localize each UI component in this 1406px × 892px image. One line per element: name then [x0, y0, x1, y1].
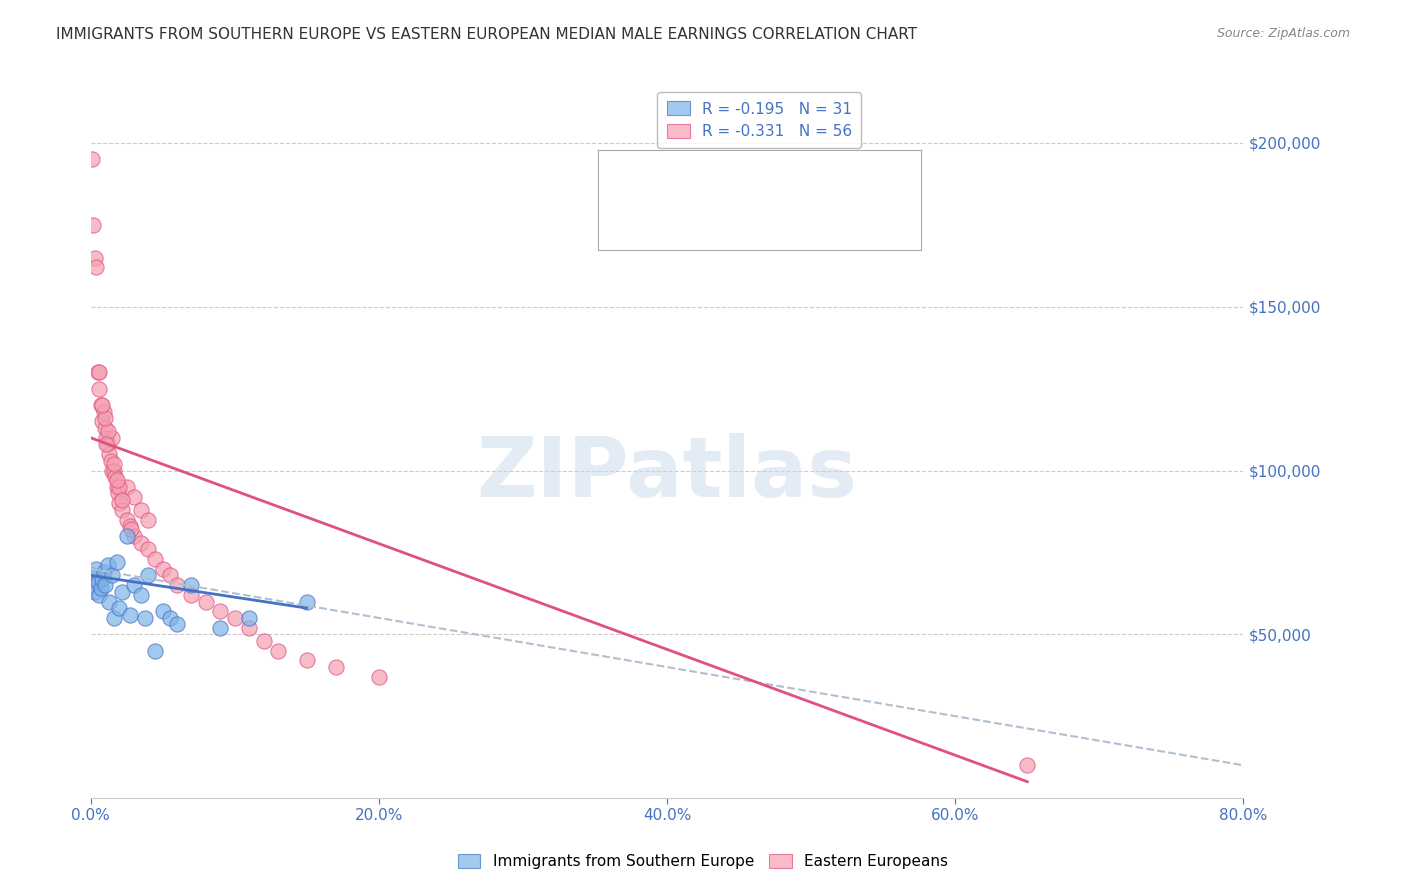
Point: [97, 437, 120, 451]
Point: [103, 463, 125, 477]
Point: [111, 493, 134, 508]
Point: [98, 447, 121, 461]
Point: [93, 565, 115, 579]
Point: [84, 584, 107, 599]
Point: [104, 470, 127, 484]
Point: [145, 552, 167, 566]
Point: [111, 503, 134, 517]
Point: [105, 555, 128, 569]
Point: [224, 611, 246, 625]
Point: [129, 535, 152, 549]
Legend: R = -0.195   N = 31, R = -0.331   N = 56: R = -0.195 N = 31, R = -0.331 N = 56: [658, 92, 860, 148]
Point: [136, 568, 159, 582]
Point: [108, 496, 131, 510]
Point: [87, 365, 110, 379]
Point: [80, 568, 103, 582]
Point: [194, 594, 217, 608]
Point: [107, 486, 129, 500]
Point: [118, 519, 141, 533]
Text: ZIPatlas: ZIPatlas: [477, 434, 858, 515]
Point: [97, 424, 120, 438]
Point: [209, 621, 232, 635]
Point: [93, 404, 115, 418]
Point: [89, 588, 111, 602]
Point: [238, 621, 260, 635]
Point: [80, 153, 103, 167]
Point: [111, 584, 134, 599]
Point: [103, 457, 125, 471]
Point: [91, 398, 114, 412]
Point: [84, 251, 107, 265]
Point: [94, 411, 117, 425]
Point: [118, 607, 141, 622]
Point: [1017, 758, 1039, 772]
Point: [166, 578, 188, 592]
Point: [129, 503, 152, 517]
Point: [136, 542, 159, 557]
Point: [166, 617, 188, 632]
Point: [295, 653, 318, 667]
Point: [96, 437, 118, 451]
Point: [209, 604, 232, 618]
Point: [152, 604, 174, 618]
Point: [96, 431, 118, 445]
Point: [91, 414, 114, 428]
Point: [267, 643, 290, 657]
Point: [90, 582, 112, 596]
Point: [108, 480, 131, 494]
Point: [90, 398, 112, 412]
Point: [159, 568, 181, 582]
Point: [89, 365, 111, 379]
Point: [325, 660, 347, 674]
Point: [136, 513, 159, 527]
Point: [122, 529, 145, 543]
Point: [152, 562, 174, 576]
Point: [94, 578, 117, 592]
Point: [101, 431, 124, 445]
Point: [101, 568, 124, 582]
Point: [108, 601, 131, 615]
Point: [91, 572, 114, 586]
Point: [86, 260, 108, 275]
Point: [87, 574, 110, 589]
Point: [100, 453, 122, 467]
Point: [367, 670, 389, 684]
Point: [115, 529, 138, 543]
Point: [94, 421, 117, 435]
Point: [115, 513, 138, 527]
Point: [115, 480, 138, 494]
Point: [180, 588, 202, 602]
Point: [86, 562, 108, 576]
Point: [295, 594, 318, 608]
Text: Source: ZipAtlas.com: Source: ZipAtlas.com: [1216, 27, 1350, 40]
Point: [252, 633, 274, 648]
Point: [122, 490, 145, 504]
Point: [82, 578, 104, 592]
Point: [180, 578, 202, 592]
Point: [159, 611, 181, 625]
Point: [120, 523, 142, 537]
Text: IMMIGRANTS FROM SOUTHERN EUROPE VS EASTERN EUROPEAN MEDIAN MALE EARNINGS CORRELA: IMMIGRANTS FROM SOUTHERN EUROPE VS EASTE…: [56, 27, 917, 42]
Point: [134, 611, 156, 625]
Point: [89, 382, 111, 396]
Legend: Immigrants from Southern Europe, Eastern Europeans: Immigrants from Southern Europe, Eastern…: [451, 848, 955, 875]
Point: [97, 558, 120, 573]
Point: [238, 611, 260, 625]
Point: [122, 578, 145, 592]
Point: [105, 473, 128, 487]
Point: [129, 588, 152, 602]
Point: [105, 480, 128, 494]
Point: [145, 643, 167, 657]
Point: [103, 611, 125, 625]
Point: [98, 594, 121, 608]
Point: [82, 218, 104, 232]
Point: [101, 463, 124, 477]
